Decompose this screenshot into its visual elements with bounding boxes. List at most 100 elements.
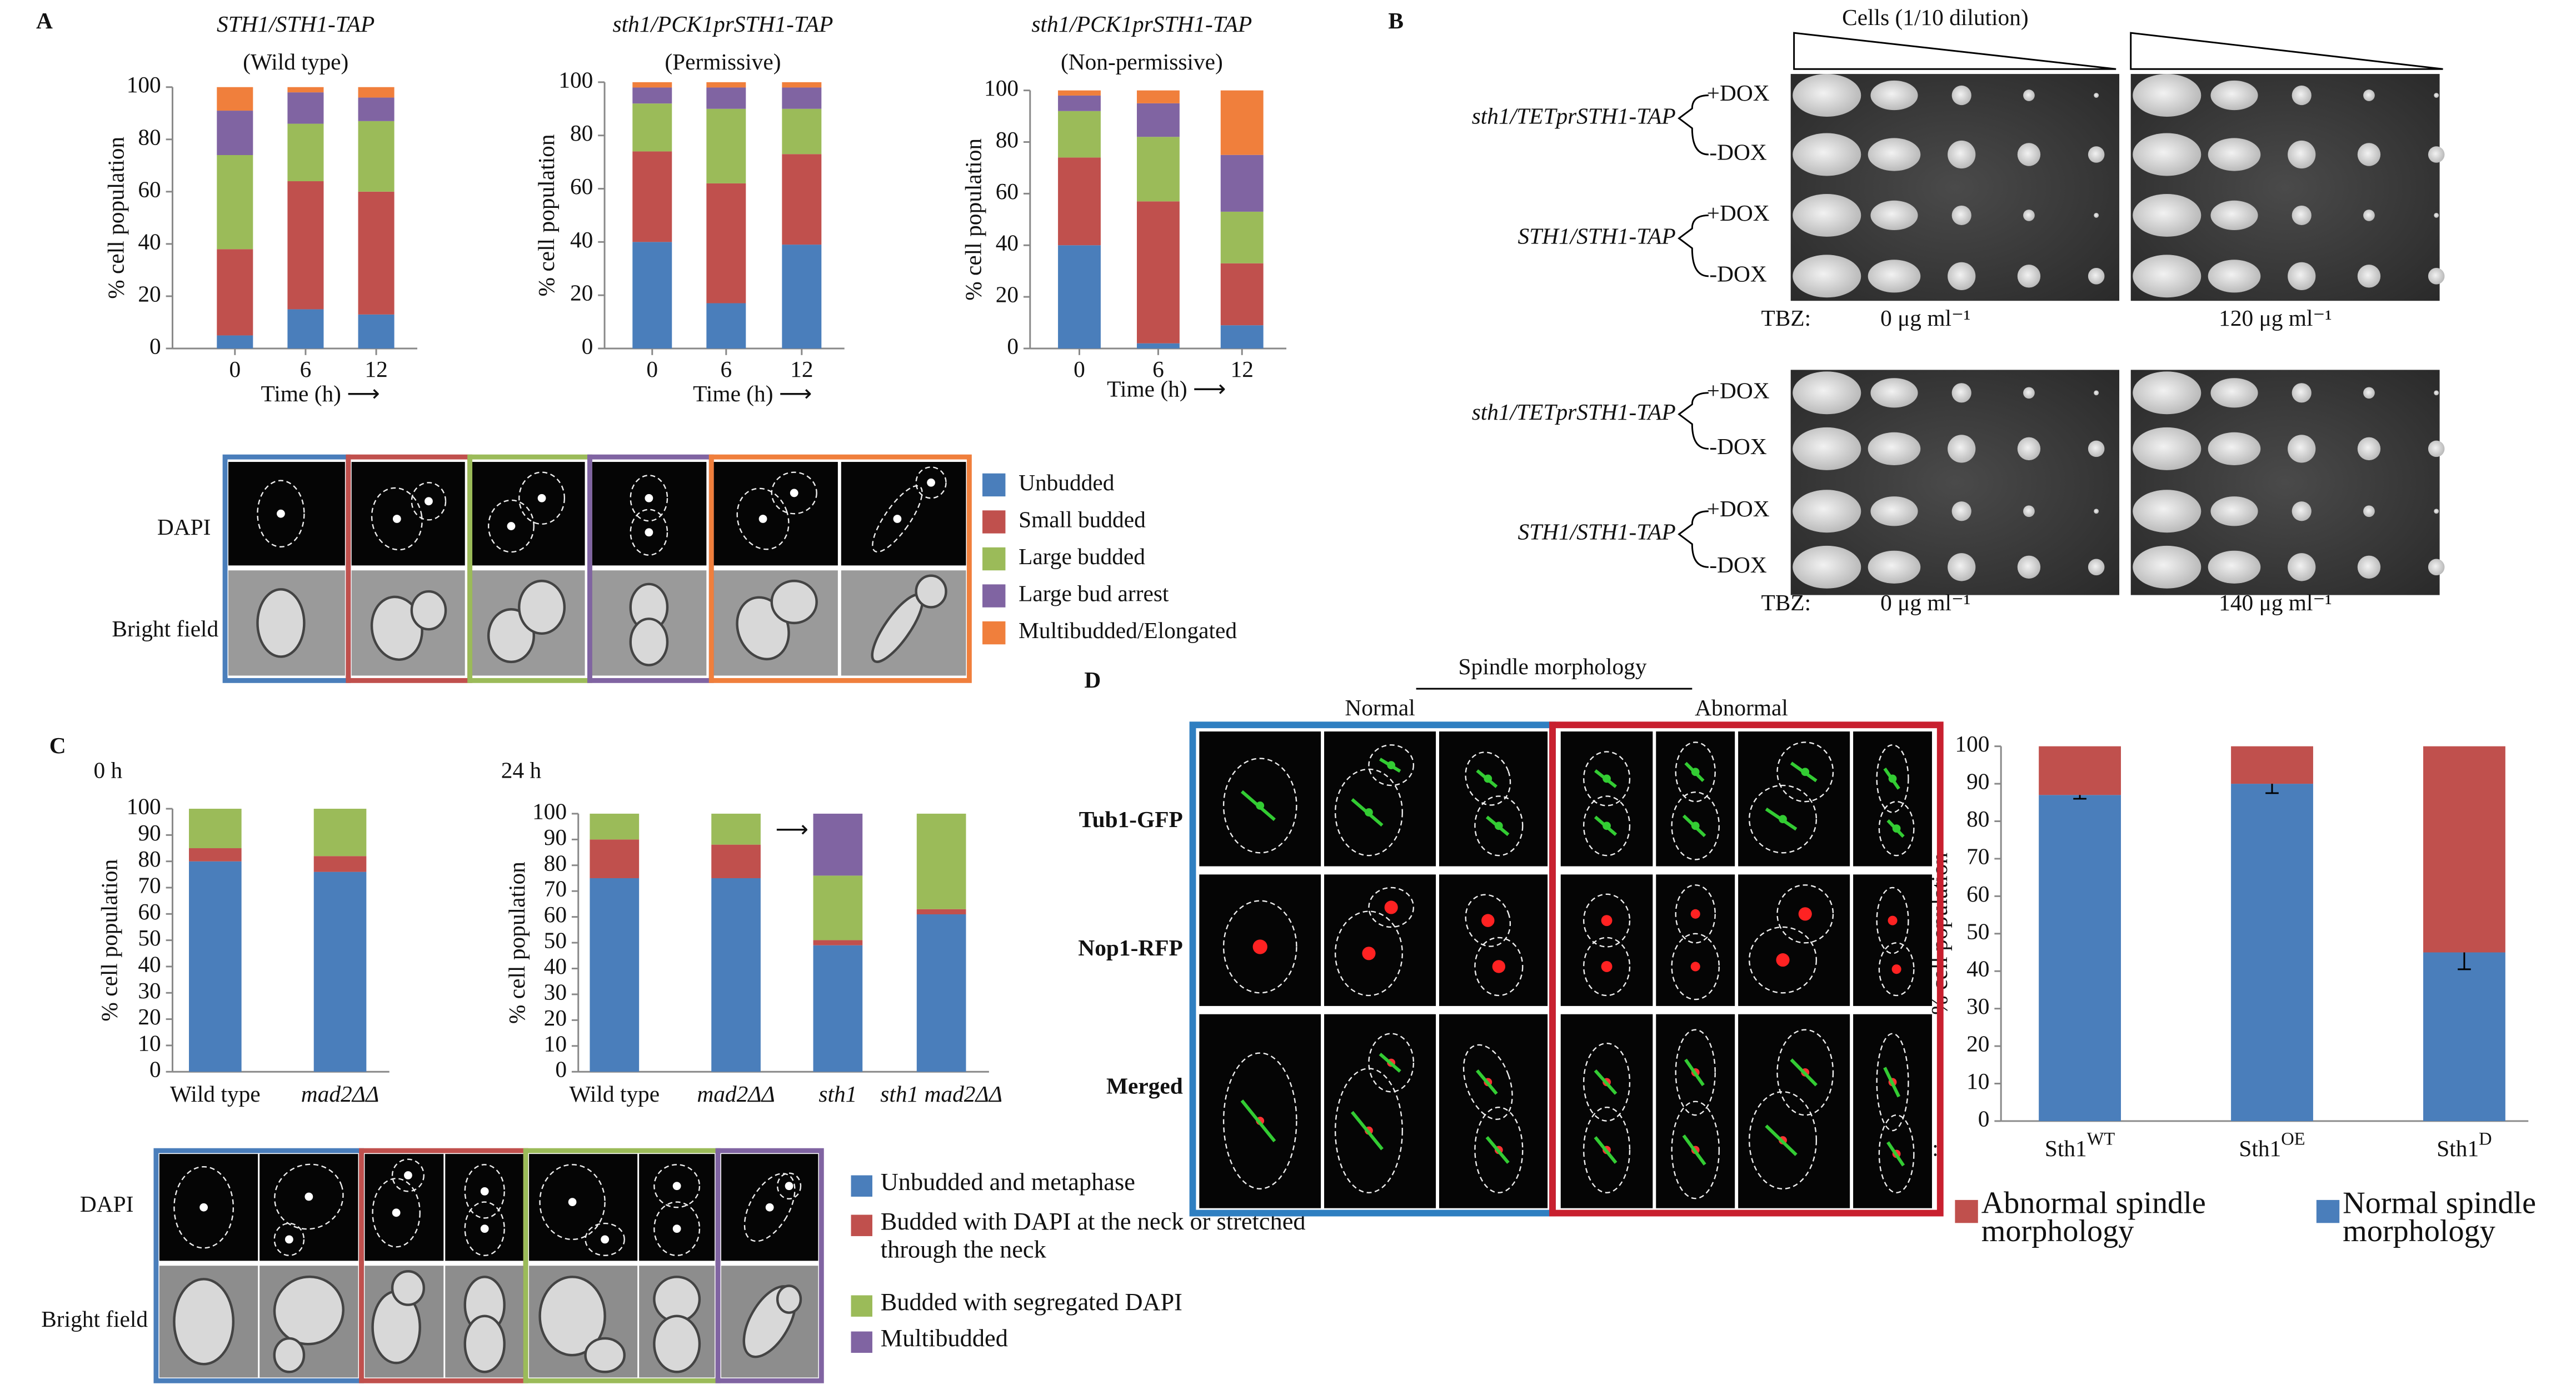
colony [2208, 432, 2261, 465]
colony [1793, 74, 1861, 117]
legend-label: Large budded [1019, 544, 1145, 569]
spindle [1240, 1099, 1276, 1143]
y-tick-label: 0 [149, 1057, 161, 1082]
category-name: Sth1 [2437, 1136, 2479, 1161]
y-tick-label: 50 [1966, 918, 1989, 944]
category-name: Sth1 [2239, 1136, 2281, 1161]
colony [2210, 378, 2258, 408]
bar-segment [1058, 111, 1101, 158]
y-tick-label: 80 [138, 846, 161, 872]
signal [1384, 900, 1398, 914]
x-tick-label: Sth1OE [2239, 1129, 2305, 1161]
cell [391, 1270, 426, 1306]
y-tick-label: 30 [138, 978, 161, 1003]
signal [480, 1224, 489, 1233]
dox-label: +DOX [1707, 377, 1770, 403]
colony [1870, 496, 1918, 526]
x-axis-label: Time (h) ⟶ [261, 381, 380, 407]
colony [2133, 371, 2201, 415]
micrograph [1199, 1014, 1321, 1208]
bar-segment [217, 249, 253, 336]
colony [2428, 268, 2445, 285]
bar-segment [1136, 137, 1180, 202]
x-tick-label: 12 [365, 356, 387, 382]
cell-outline [371, 487, 423, 551]
x-tick-label: 12 [790, 356, 813, 382]
legend-label: Large bud arrest [1019, 581, 1169, 606]
bar-segment [1136, 103, 1180, 137]
signal [672, 1224, 681, 1233]
legend-label-box: Budded with segregated DAPI [880, 1290, 1182, 1317]
legend-swatch [851, 1214, 872, 1236]
y-tick-label: 20 [570, 280, 593, 306]
signal [284, 1235, 293, 1244]
y-tick-label: 100 [532, 798, 567, 824]
legend-swatch [851, 1295, 872, 1317]
row-label: Nop1-RFP [1078, 935, 1182, 960]
row-label: Merged [1106, 1073, 1183, 1098]
category-sup: OE [2281, 1129, 2305, 1149]
legend-swatch [982, 584, 1006, 608]
colony [1948, 435, 1976, 463]
signal [893, 515, 902, 523]
signal [765, 1203, 774, 1212]
bar-segment [782, 154, 822, 245]
panel-label: B [1388, 8, 1404, 33]
category-sup: WT [2087, 1129, 2115, 1149]
bar-segment [2231, 746, 2313, 784]
cell-outline [274, 1163, 344, 1230]
y-tick-label: 100 [127, 72, 161, 97]
colony [2133, 133, 2201, 176]
panel-label: C [49, 733, 66, 758]
micrograph [713, 462, 838, 566]
dilution-wedge [2130, 32, 2443, 70]
colony [2208, 138, 2261, 171]
tbz-label: TBZ: [1761, 590, 1811, 615]
signal [645, 528, 653, 537]
bar-segment [711, 813, 761, 845]
micrograph [841, 462, 966, 566]
bracket [1678, 392, 1709, 450]
cell-outline [1462, 1044, 1513, 1120]
frame [708, 454, 972, 683]
signal [1252, 939, 1267, 954]
y-tick-label: 90 [544, 824, 567, 850]
colony [2363, 505, 2375, 517]
spindle [1790, 761, 1818, 783]
x-tick-label: Wild type [170, 1081, 261, 1107]
y-tick-label: 0 [149, 333, 161, 359]
cell-outline [776, 1172, 802, 1200]
cell-outline [411, 482, 447, 521]
y-tick-label: 20 [544, 1005, 567, 1030]
bar-segment [1220, 211, 1264, 263]
colony [2428, 440, 2445, 457]
colony [2023, 89, 2035, 101]
dox-label: -DOX [1709, 434, 1767, 459]
bar-segment [632, 103, 672, 152]
spindle [1351, 798, 1384, 827]
signal [480, 1187, 489, 1196]
y-tick-label: 90 [138, 820, 161, 845]
legend-label: Multibudded/Elongated [1019, 618, 1237, 643]
cell [538, 1276, 606, 1357]
colony [1951, 85, 1971, 106]
spindle [1684, 761, 1705, 782]
bar-segment [358, 87, 395, 98]
bar-segment [287, 181, 324, 310]
condition-label: 120 μg ml⁻¹ [2219, 305, 2332, 331]
category-name: Sth1 [2045, 1136, 2087, 1161]
spindle [1886, 819, 1905, 838]
colony [2357, 265, 2381, 288]
y-tick-label: 30 [544, 979, 567, 1004]
bar-segment [2423, 952, 2505, 1121]
bar-segment [590, 839, 640, 878]
cell-outline [1474, 795, 1524, 857]
x-tick-label: Wild type [569, 1081, 660, 1107]
colony [1870, 378, 1918, 408]
legend-label: Budded with segregated DAPI [880, 1290, 1182, 1317]
colony [2088, 559, 2105, 576]
cell [776, 1285, 802, 1314]
chart-title: STH1/STH1-TAP [217, 11, 375, 37]
y-tick-label: 60 [570, 173, 593, 199]
colony [2023, 387, 2035, 399]
